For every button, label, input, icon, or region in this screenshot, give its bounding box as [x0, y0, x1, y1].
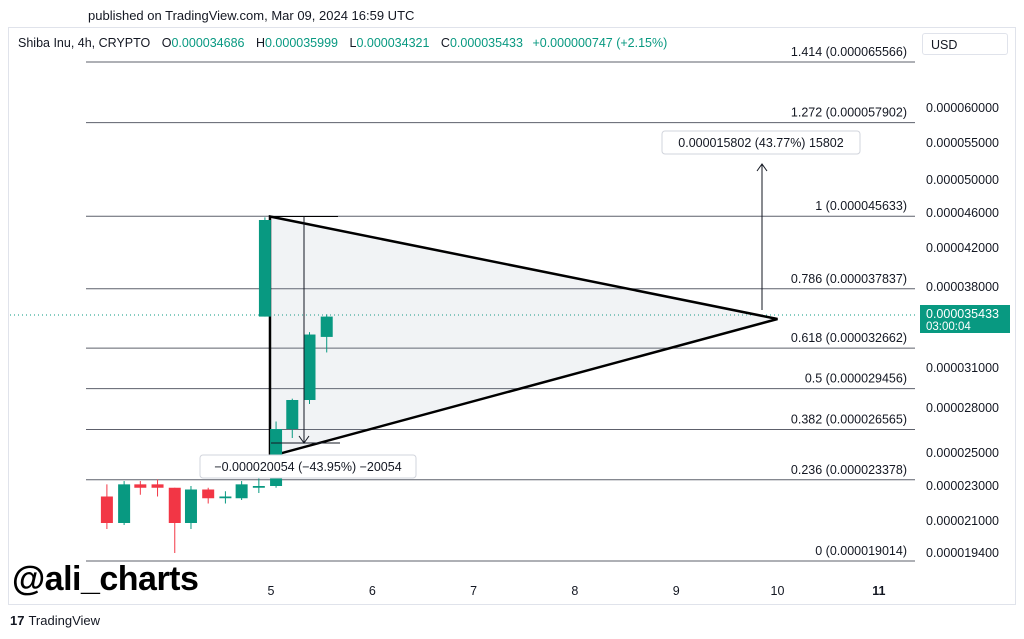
candle-body [320, 316, 333, 337]
open-label: O [161, 36, 172, 50]
change-value: +0.000000747 (+2.15%) [532, 36, 668, 50]
y-tick-label: 0.000046000 [926, 206, 999, 220]
x-tick-label: 6 [369, 584, 376, 598]
measure-down-label-box [199, 454, 417, 479]
close-label: C [440, 36, 450, 50]
current-price-value: 0.000035433 [926, 307, 999, 321]
low-value: 0.000034321 [356, 36, 430, 50]
open-value: 0.000034686 [171, 36, 245, 50]
fib-level-label: 0 (0.000019014) [815, 544, 907, 558]
candle-body [118, 484, 131, 523]
x-tick-label: 9 [673, 584, 680, 598]
current-price-badge [920, 305, 1010, 333]
fib-level-label: 1 (0.000045633) [815, 199, 907, 213]
symbol-legend: Shiba Inu, 4h, CRYPTO O0.000034686 H0.00… [18, 36, 667, 50]
symmetrical-triangle [268, 214, 778, 458]
published-caption: published on TradingView.com, Mar 09, 20… [88, 8, 415, 23]
x-tick-label: 7 [470, 584, 477, 598]
y-tick-label: 0.000060000 [926, 101, 999, 115]
x-tick-label: 8 [571, 584, 578, 598]
candle-body [134, 484, 147, 488]
candle-body [184, 489, 197, 523]
fib-level-label: 0.5 (0.000029456) [805, 372, 907, 386]
current-price-countdown: 03:00:04 [926, 321, 971, 333]
close-value: 0.000035433 [449, 36, 523, 50]
symbol-name: Shiba Inu, 4h, CRYPTO [18, 36, 151, 50]
candle-body [303, 334, 316, 400]
measure-up-label: 0.000015802 (43.77%) 15802 [678, 136, 843, 150]
tradingview-footer: 17 TradingView [10, 613, 100, 628]
y-tick-label: 0.000021000 [926, 514, 999, 528]
low-label: L [349, 36, 357, 50]
chart-frame [8, 27, 1016, 605]
x-tick-label: 10 [771, 584, 785, 598]
measure-down-label: −0.000020054 (−43.95%) −20054 [214, 460, 401, 474]
y-tick-label: 0.000038000 [926, 280, 999, 294]
fib-level-label: 1.272 (0.000057902) [791, 106, 907, 120]
candle-body [151, 484, 164, 488]
tradingview-brand: TradingView [28, 613, 101, 628]
fib-level-label: 0.618 (0.000032662) [791, 331, 907, 345]
candle-body [100, 496, 113, 523]
high-label: H [255, 36, 265, 50]
candle-body [202, 489, 215, 499]
y-tick-label: 0.000028000 [926, 401, 999, 415]
candle-body [235, 484, 248, 499]
x-tick-label: 5 [268, 584, 275, 598]
y-tick-label: 0.000023000 [926, 479, 999, 493]
currency-selector[interactable]: USD [922, 33, 1008, 55]
measure-up-label-box [661, 130, 861, 155]
fib-level-label: 0.382 (0.000026565) [791, 413, 907, 427]
y-tick-label: 0.000019400 [926, 546, 999, 560]
candle-body [258, 220, 271, 317]
tradingview-logo-icon: 17 [10, 613, 25, 628]
high-value: 0.000035999 [265, 36, 338, 50]
fib-level-label: 1.414 (0.000065566) [791, 45, 907, 59]
candle-body [219, 496, 232, 499]
candle-body [286, 400, 299, 429]
fib-level-label: 0.786 (0.000037837) [791, 272, 907, 286]
y-tick-label: 0.000042000 [926, 241, 999, 255]
y-tick-label: 0.000031000 [926, 361, 999, 375]
fib-level-label: 0.236 (0.000023378) [791, 463, 907, 477]
y-tick-label: 0.000050000 [926, 173, 999, 187]
measure-up-arrow-icon [756, 163, 768, 172]
y-tick-label: 0.000025000 [926, 446, 999, 460]
candle-body [168, 487, 181, 523]
author-watermark: @ali_charts [12, 560, 199, 598]
y-tick-label: 0.000055000 [926, 136, 999, 150]
x-tick-label: 11 [872, 584, 885, 598]
candle-body [252, 486, 265, 488]
